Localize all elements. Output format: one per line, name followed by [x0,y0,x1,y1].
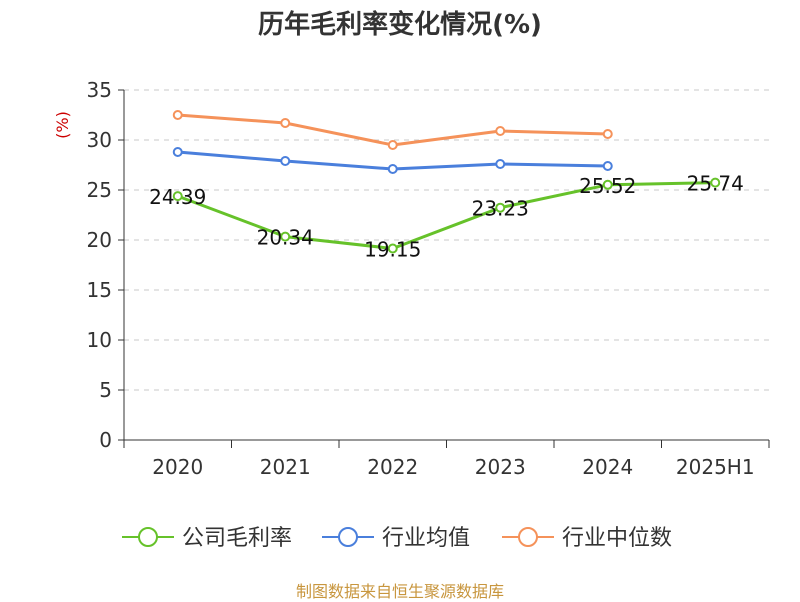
legend-label: 公司毛利率 [182,526,292,551]
data-point [710,177,721,188]
chart-title: 历年毛利率变化情况(%) [258,10,542,40]
series-line-1 [177,181,716,250]
y-axis-label: (%) [53,111,72,139]
data-point [495,126,506,136]
data-point [602,161,613,171]
legend-marker [518,527,538,547]
source-note: 制图数据来自恒生聚源数据库 [295,582,504,601]
x-tick-label: 2022 [367,455,418,479]
data-point [495,202,506,213]
x-tick-label: 2025H1 [676,455,755,479]
data-point [172,147,183,157]
data-label: 25.52 [579,174,636,198]
data-point [387,243,398,254]
y-tick-label: 30 [87,128,112,152]
data-point [280,118,291,128]
data-label: 25.74 [687,172,744,196]
data-point [602,129,613,139]
data-point [387,140,398,150]
x-tick-label: 2021 [260,455,311,479]
y-tick-label: 20 [87,228,112,252]
y-tick-label: 25 [87,178,112,202]
legend-marker [138,527,158,547]
data-point [602,179,613,190]
x-tick-label: 2024 [582,455,633,479]
data-label: 24.39 [149,185,206,209]
data-point [280,231,291,242]
data-point [280,156,291,166]
legend-label: 行业中位数 [562,526,672,551]
y-tick-label: 15 [87,278,112,302]
data-label: 20.34 [257,226,314,250]
data-point [172,110,183,120]
data-label: 19.15 [364,238,421,262]
x-tick-label: 2020 [152,455,203,479]
data-label: 23.23 [472,197,529,221]
data-point [172,191,183,202]
data-point [495,159,506,169]
legend-marker [338,527,358,547]
data-point [387,164,398,174]
x-tick-label: 2023 [475,455,526,479]
y-tick-label: 10 [87,328,112,352]
y-tick-label: 5 [99,378,112,402]
legend-label: 行业均值 [382,526,470,551]
y-tick-label: 0 [99,428,112,452]
y-tick-label: 35 [87,78,112,102]
